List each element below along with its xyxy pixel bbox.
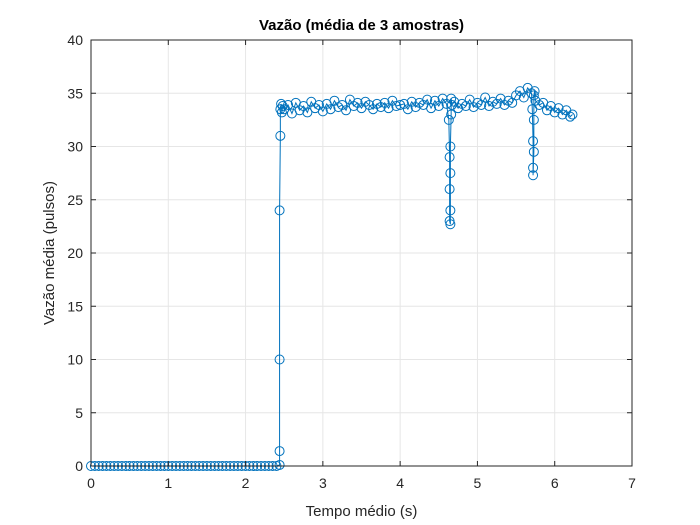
data-point <box>445 141 456 152</box>
y-tick-label: 15 <box>67 298 83 314</box>
data-point <box>445 205 456 216</box>
data-point <box>275 130 286 141</box>
data-point <box>352 97 363 108</box>
y-tick-label: 35 <box>67 85 83 101</box>
data-point <box>443 114 454 125</box>
data-point <box>395 99 406 110</box>
data-point <box>528 114 539 125</box>
data-point <box>528 170 539 181</box>
data-point <box>360 96 371 107</box>
data-point <box>274 354 285 365</box>
data-point <box>387 95 398 106</box>
y-axis-label: Vazão média (pulsos) <box>41 181 58 325</box>
y-tick-label: 40 <box>67 32 83 48</box>
data-point <box>522 82 533 93</box>
data-point <box>371 98 382 109</box>
data-point <box>422 94 433 105</box>
y-tick-label: 0 <box>75 458 83 474</box>
data-point <box>341 105 352 116</box>
data-point <box>567 109 578 120</box>
data-point <box>446 93 457 104</box>
data-point <box>491 98 502 109</box>
data-point <box>444 152 455 163</box>
x-tick-label: 7 <box>628 475 636 491</box>
data-point <box>399 98 410 109</box>
data-point <box>445 219 456 230</box>
data-point <box>565 111 576 122</box>
data-point <box>518 92 529 103</box>
x-tick-label: 4 <box>396 475 404 491</box>
data-point <box>283 99 294 110</box>
data-point <box>480 92 491 103</box>
data-point <box>302 107 313 118</box>
x-tick-label: 1 <box>164 475 172 491</box>
data-point <box>276 107 287 118</box>
data-point <box>274 205 285 216</box>
x-tick-label: 3 <box>319 475 327 491</box>
y-tick-label: 25 <box>67 192 83 208</box>
y-tick-label: 20 <box>67 245 83 261</box>
x-tick-label: 5 <box>474 475 482 491</box>
data-point <box>528 146 539 157</box>
data-point <box>429 95 440 106</box>
data-point <box>406 96 417 107</box>
x-axis-label: Tempo médio (s) <box>306 503 418 520</box>
ticks: 0 1 2 3 4 5 6 7 0 5 10 15 20 25 30 35 40 <box>67 32 636 491</box>
y-tick-label: 5 <box>75 405 83 421</box>
data-point <box>444 184 455 195</box>
chart-title: Vazão (média de 3 amostras) <box>259 17 464 34</box>
y-tick-label: 10 <box>67 352 83 368</box>
data-point <box>368 104 379 115</box>
data-point <box>528 162 539 173</box>
y-tick-label: 30 <box>67 139 83 155</box>
data-point <box>348 101 359 112</box>
data-point <box>379 97 390 108</box>
data-point <box>528 136 539 147</box>
data-point <box>391 101 402 112</box>
data-point <box>445 168 456 179</box>
x-tick-label: 0 <box>87 475 95 491</box>
data-point <box>446 99 457 110</box>
data-point <box>274 459 285 470</box>
data-point <box>529 86 540 97</box>
x-tick-label: 2 <box>242 475 250 491</box>
data-point <box>337 99 348 110</box>
data-point <box>446 109 457 120</box>
data-point <box>325 104 336 115</box>
data-point <box>274 446 285 457</box>
data-point <box>528 90 539 101</box>
x-tick-label: 6 <box>551 475 559 491</box>
